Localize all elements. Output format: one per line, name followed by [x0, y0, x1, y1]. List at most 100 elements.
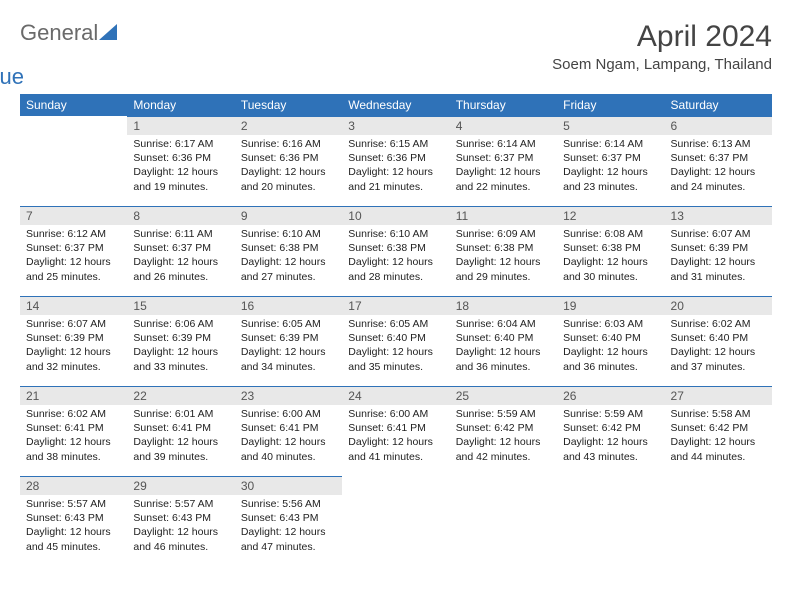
sunset-line: Sunset: 6:37 PM	[26, 241, 121, 255]
sunset-line: Sunset: 6:43 PM	[133, 511, 228, 525]
sunset-line: Sunset: 6:38 PM	[563, 241, 658, 255]
day-header: Sunday	[20, 94, 127, 116]
daylight-line: Daylight: 12 hours and 41 minutes.	[348, 435, 443, 463]
day-number: 6	[665, 116, 772, 135]
day-header: Friday	[557, 94, 664, 116]
sunrise-line: Sunrise: 6:14 AM	[563, 137, 658, 151]
calendar-day-cell: 17Sunrise: 6:05 AMSunset: 6:40 PMDayligh…	[342, 296, 449, 386]
day-content: Sunrise: 6:00 AMSunset: 6:41 PMDaylight:…	[342, 405, 449, 470]
day-number: 8	[127, 206, 234, 225]
sunset-line: Sunset: 6:39 PM	[671, 241, 766, 255]
daylight-line: Daylight: 12 hours and 20 minutes.	[241, 165, 336, 193]
sunset-line: Sunset: 6:39 PM	[26, 331, 121, 345]
sunset-line: Sunset: 6:39 PM	[133, 331, 228, 345]
calendar-body: 1Sunrise: 6:17 AMSunset: 6:36 PMDaylight…	[20, 116, 772, 566]
day-content: Sunrise: 6:05 AMSunset: 6:40 PMDaylight:…	[342, 315, 449, 380]
daylight-line: Daylight: 12 hours and 27 minutes.	[241, 255, 336, 283]
sunrise-line: Sunrise: 6:06 AM	[133, 317, 228, 331]
day-content: Sunrise: 6:10 AMSunset: 6:38 PMDaylight:…	[342, 225, 449, 290]
day-content: Sunrise: 6:08 AMSunset: 6:38 PMDaylight:…	[557, 225, 664, 290]
calendar-day-cell	[450, 476, 557, 566]
daylight-line: Daylight: 12 hours and 30 minutes.	[563, 255, 658, 283]
calendar-day-cell: 14Sunrise: 6:07 AMSunset: 6:39 PMDayligh…	[20, 296, 127, 386]
day-header: Monday	[127, 94, 234, 116]
sunrise-line: Sunrise: 6:02 AM	[26, 407, 121, 421]
day-content: Sunrise: 6:11 AMSunset: 6:37 PMDaylight:…	[127, 225, 234, 290]
sunrise-line: Sunrise: 6:14 AM	[456, 137, 551, 151]
sunrise-line: Sunrise: 6:07 AM	[26, 317, 121, 331]
daylight-line: Daylight: 12 hours and 29 minutes.	[456, 255, 551, 283]
sunset-line: Sunset: 6:37 PM	[671, 151, 766, 165]
sunrise-line: Sunrise: 6:10 AM	[348, 227, 443, 241]
day-number: 28	[20, 476, 127, 495]
calendar-week-row: 1Sunrise: 6:17 AMSunset: 6:36 PMDaylight…	[20, 116, 772, 206]
calendar-day-cell: 1Sunrise: 6:17 AMSunset: 6:36 PMDaylight…	[127, 116, 234, 206]
day-content: Sunrise: 6:13 AMSunset: 6:37 PMDaylight:…	[665, 135, 772, 200]
sunrise-line: Sunrise: 6:01 AM	[133, 407, 228, 421]
day-number: 18	[450, 296, 557, 315]
sunset-line: Sunset: 6:43 PM	[26, 511, 121, 525]
calendar-day-cell: 21Sunrise: 6:02 AMSunset: 6:41 PMDayligh…	[20, 386, 127, 476]
sunset-line: Sunset: 6:39 PM	[241, 331, 336, 345]
daylight-line: Daylight: 12 hours and 43 minutes.	[563, 435, 658, 463]
calendar-day-cell: 11Sunrise: 6:09 AMSunset: 6:38 PMDayligh…	[450, 206, 557, 296]
day-number: 12	[557, 206, 664, 225]
daylight-line: Daylight: 12 hours and 37 minutes.	[671, 345, 766, 373]
calendar-day-cell: 16Sunrise: 6:05 AMSunset: 6:39 PMDayligh…	[235, 296, 342, 386]
sunset-line: Sunset: 6:36 PM	[133, 151, 228, 165]
sunrise-line: Sunrise: 5:57 AM	[26, 497, 121, 511]
day-number: 16	[235, 296, 342, 315]
day-number: 7	[20, 206, 127, 225]
sunset-line: Sunset: 6:38 PM	[241, 241, 336, 255]
day-content: Sunrise: 5:56 AMSunset: 6:43 PMDaylight:…	[235, 495, 342, 560]
calendar-week-row: 28Sunrise: 5:57 AMSunset: 6:43 PMDayligh…	[20, 476, 772, 566]
calendar-day-cell: 29Sunrise: 5:57 AMSunset: 6:43 PMDayligh…	[127, 476, 234, 566]
day-number: 2	[235, 116, 342, 135]
calendar-week-row: 21Sunrise: 6:02 AMSunset: 6:41 PMDayligh…	[20, 386, 772, 476]
sunset-line: Sunset: 6:40 PM	[671, 331, 766, 345]
sunset-line: Sunset: 6:37 PM	[456, 151, 551, 165]
day-number: 23	[235, 386, 342, 405]
daylight-line: Daylight: 12 hours and 39 minutes.	[133, 435, 228, 463]
sunset-line: Sunset: 6:41 PM	[133, 421, 228, 435]
day-number: 15	[127, 296, 234, 315]
day-number: 11	[450, 206, 557, 225]
calendar-day-cell: 10Sunrise: 6:10 AMSunset: 6:38 PMDayligh…	[342, 206, 449, 296]
daylight-line: Daylight: 12 hours and 32 minutes.	[26, 345, 121, 373]
day-number: 19	[557, 296, 664, 315]
daylight-line: Daylight: 12 hours and 21 minutes.	[348, 165, 443, 193]
daylight-line: Daylight: 12 hours and 24 minutes.	[671, 165, 766, 193]
day-number: 30	[235, 476, 342, 495]
calendar-day-cell: 23Sunrise: 6:00 AMSunset: 6:41 PMDayligh…	[235, 386, 342, 476]
daylight-line: Daylight: 12 hours and 31 minutes.	[671, 255, 766, 283]
daylight-line: Daylight: 12 hours and 19 minutes.	[133, 165, 228, 193]
sunrise-line: Sunrise: 6:05 AM	[241, 317, 336, 331]
day-content: Sunrise: 5:57 AMSunset: 6:43 PMDaylight:…	[20, 495, 127, 560]
calendar-week-row: 7Sunrise: 6:12 AMSunset: 6:37 PMDaylight…	[20, 206, 772, 296]
calendar-day-cell: 15Sunrise: 6:06 AMSunset: 6:39 PMDayligh…	[127, 296, 234, 386]
sunset-line: Sunset: 6:38 PM	[348, 241, 443, 255]
sunrise-line: Sunrise: 6:10 AM	[241, 227, 336, 241]
calendar-day-cell: 27Sunrise: 5:58 AMSunset: 6:42 PMDayligh…	[665, 386, 772, 476]
daylight-line: Daylight: 12 hours and 25 minutes.	[26, 255, 121, 283]
day-content: Sunrise: 6:06 AMSunset: 6:39 PMDaylight:…	[127, 315, 234, 380]
daylight-line: Daylight: 12 hours and 35 minutes.	[348, 345, 443, 373]
sunrise-line: Sunrise: 6:17 AM	[133, 137, 228, 151]
day-content: Sunrise: 5:58 AMSunset: 6:42 PMDaylight:…	[665, 405, 772, 470]
daylight-line: Daylight: 12 hours and 38 minutes.	[26, 435, 121, 463]
sunrise-line: Sunrise: 6:16 AM	[241, 137, 336, 151]
day-number: 24	[342, 386, 449, 405]
day-content: Sunrise: 6:05 AMSunset: 6:39 PMDaylight:…	[235, 315, 342, 380]
daylight-line: Daylight: 12 hours and 36 minutes.	[563, 345, 658, 373]
sunset-line: Sunset: 6:40 PM	[563, 331, 658, 345]
calendar-day-cell: 9Sunrise: 6:10 AMSunset: 6:38 PMDaylight…	[235, 206, 342, 296]
sunset-line: Sunset: 6:37 PM	[563, 151, 658, 165]
sunrise-line: Sunrise: 5:58 AM	[671, 407, 766, 421]
day-number: 20	[665, 296, 772, 315]
day-content: Sunrise: 6:02 AMSunset: 6:40 PMDaylight:…	[665, 315, 772, 380]
sunrise-line: Sunrise: 6:12 AM	[26, 227, 121, 241]
daylight-line: Daylight: 12 hours and 34 minutes.	[241, 345, 336, 373]
sunrise-line: Sunrise: 6:05 AM	[348, 317, 443, 331]
sunrise-line: Sunrise: 6:03 AM	[563, 317, 658, 331]
day-number: 13	[665, 206, 772, 225]
